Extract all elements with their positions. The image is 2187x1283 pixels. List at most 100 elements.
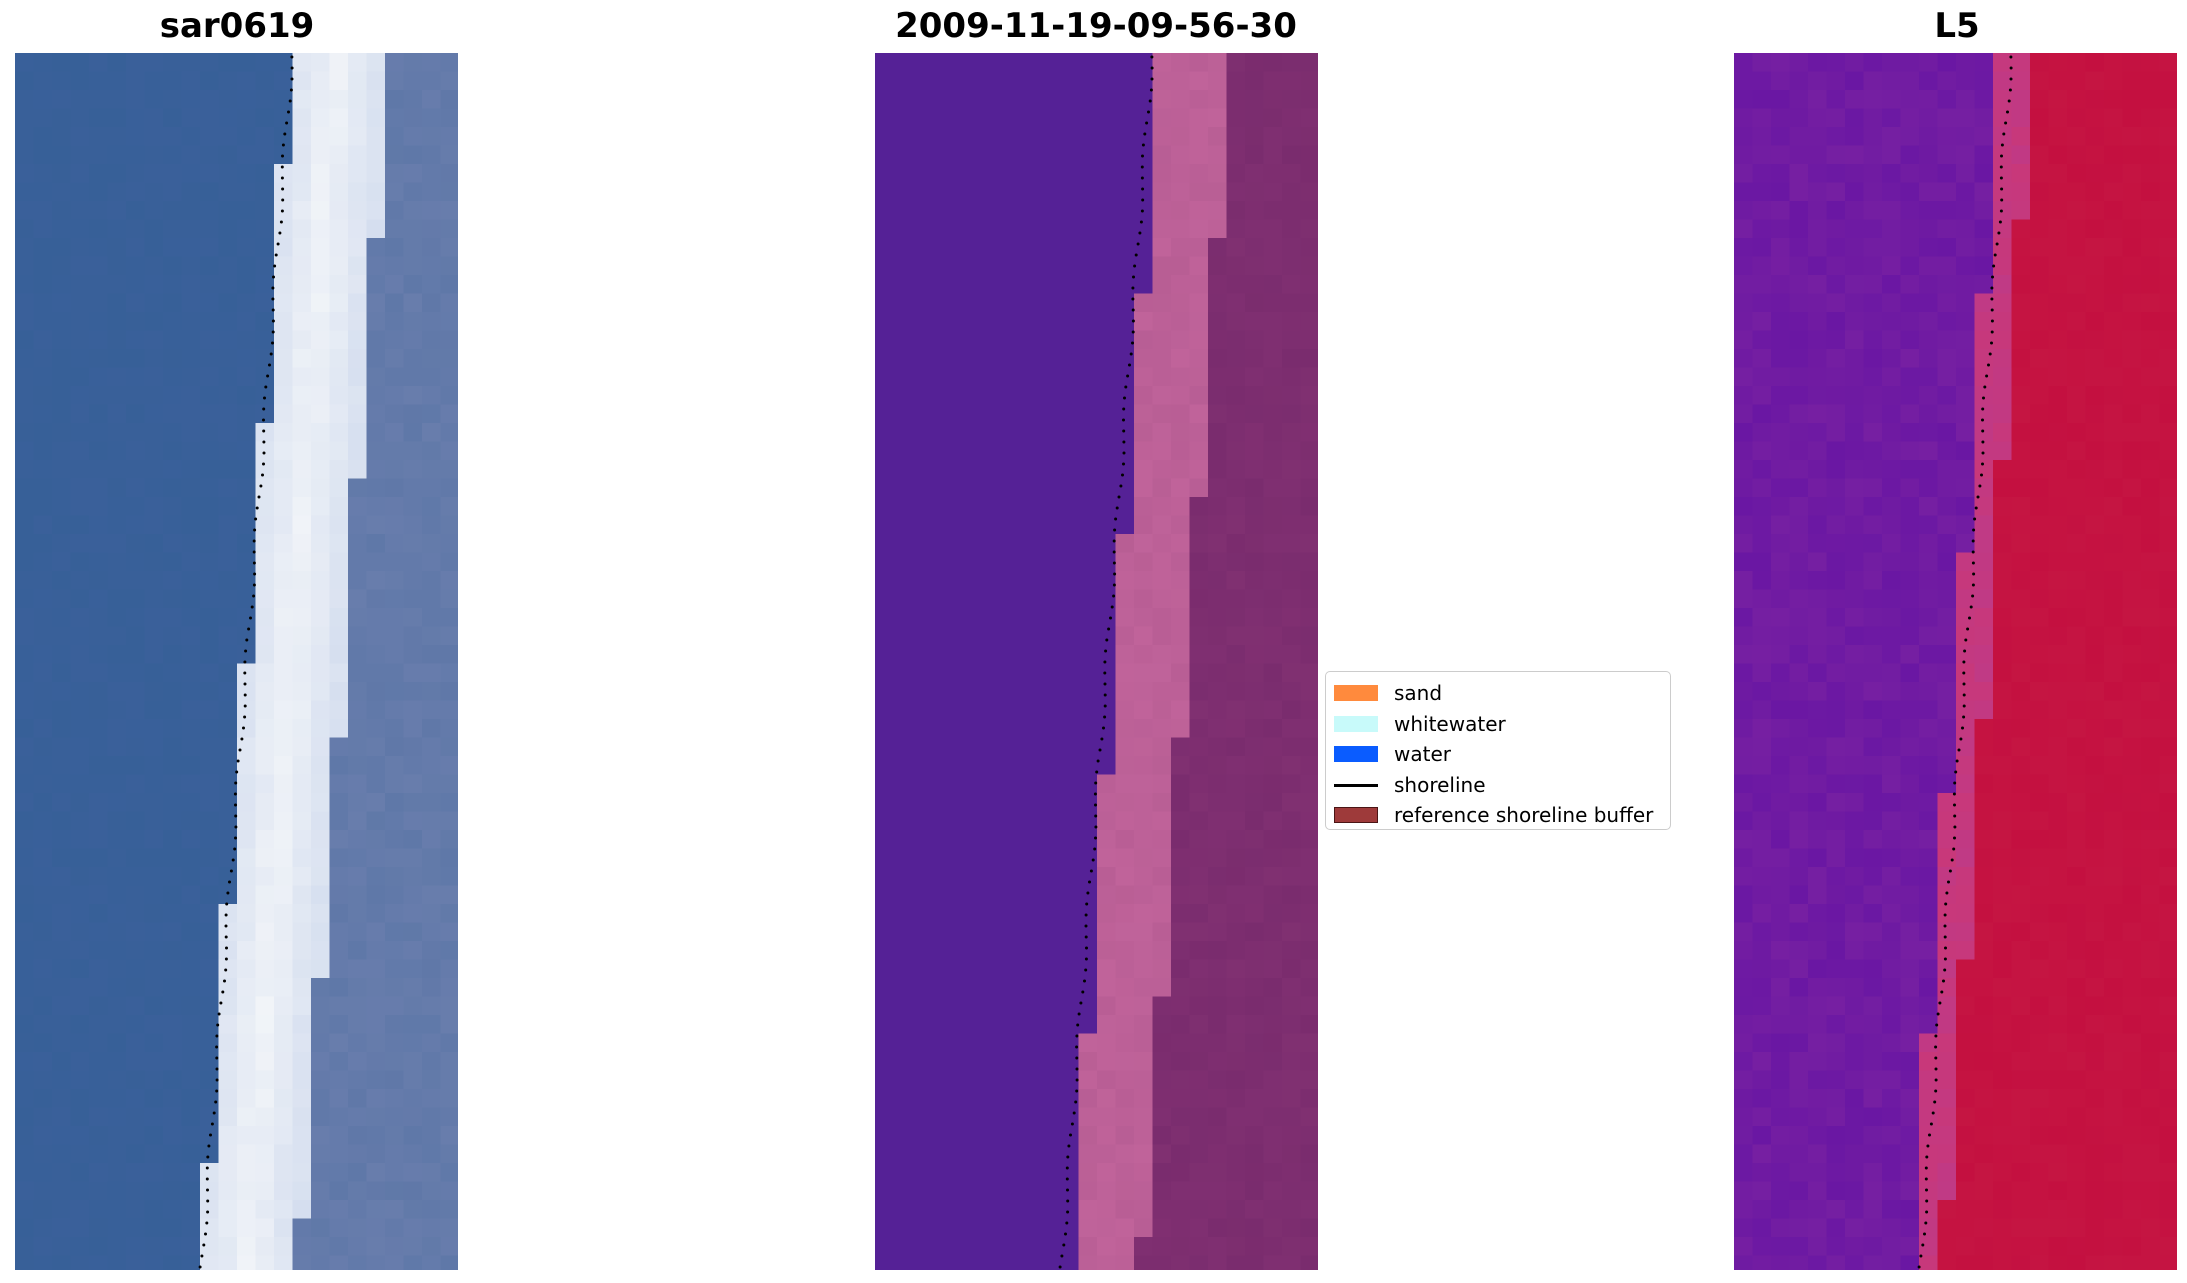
- raster-pixel: [1300, 515, 1318, 535]
- raster-pixel: [1974, 182, 1994, 202]
- raster-pixel: [422, 1200, 442, 1220]
- raster-pixel: [1900, 848, 1920, 868]
- raster-pixel: [1845, 663, 1865, 683]
- raster-pixel: [2011, 959, 2031, 979]
- raster-pixel: [1882, 756, 1902, 776]
- raster-pixel: [70, 608, 90, 628]
- raster-pixel: [403, 53, 423, 73]
- raster-pixel: [2030, 71, 2050, 91]
- raster-pixel: [1752, 71, 1772, 91]
- raster-pixel: [89, 793, 109, 813]
- raster-pixel: [1956, 589, 1976, 609]
- raster-pixel: [181, 904, 201, 924]
- raster-pixel: [329, 774, 349, 794]
- raster-pixel: [1023, 774, 1043, 794]
- shoreline-point: [206, 1210, 210, 1214]
- raster-pixel: [1134, 423, 1154, 443]
- raster-pixel: [967, 959, 987, 979]
- raster-pixel: [440, 145, 458, 165]
- shoreline-point: [2006, 110, 2009, 114]
- raster-pixel: [912, 238, 932, 258]
- raster-pixel: [2085, 1015, 2105, 1035]
- raster-pixel: [385, 756, 405, 776]
- raster-pixel: [1937, 774, 1957, 794]
- raster-pixel: [422, 552, 442, 572]
- raster-pixel: [1900, 700, 1920, 720]
- raster-pixel: [163, 1144, 183, 1164]
- raster-pixel: [1226, 515, 1246, 535]
- raster-pixel: [200, 1070, 220, 1090]
- raster-pixel: [200, 90, 220, 110]
- raster-pixel: [1004, 275, 1024, 295]
- raster-pixel: [1808, 1052, 1828, 1072]
- raster-pixel: [1004, 1163, 1024, 1183]
- raster-pixel: [126, 275, 146, 295]
- raster-pixel: [200, 885, 220, 905]
- raster-pixel: [1004, 1181, 1024, 1201]
- raster-pixel: [181, 1237, 201, 1257]
- raster-pixel: [1245, 145, 1265, 165]
- raster-pixel: [366, 867, 386, 887]
- raster-pixel: [107, 201, 127, 221]
- raster-pixel: [893, 293, 913, 313]
- raster-pixel: [893, 127, 913, 147]
- raster-pixel: [329, 1200, 349, 1220]
- raster-pixel: [52, 1218, 72, 1238]
- raster-pixel: [1226, 922, 1246, 942]
- raster-pixel: [1004, 460, 1024, 480]
- raster-pixel: [255, 1089, 275, 1109]
- raster-pixel: [1097, 1070, 1117, 1090]
- raster-pixel: [1789, 182, 1809, 202]
- raster-pixel: [126, 571, 146, 591]
- raster-pixel: [1152, 959, 1172, 979]
- raster-pixel: [237, 1126, 257, 1146]
- shoreline-point: [1091, 858, 1095, 862]
- raster-pixel: [1134, 219, 1154, 239]
- raster-pixel: [1041, 275, 1061, 295]
- raster-pixel: [1863, 793, 1883, 813]
- raster-pixel: [311, 71, 331, 91]
- shoreline-point: [224, 957, 228, 961]
- raster-pixel: [2030, 1033, 2050, 1053]
- raster-pixel: [1900, 515, 1920, 535]
- raster-pixel: [107, 1052, 127, 1072]
- raster-pixel: [1937, 756, 1957, 776]
- raster-pixel: [181, 1070, 201, 1090]
- raster-pixel: [1900, 589, 1920, 609]
- raster-pixel: [1023, 423, 1043, 443]
- raster-pixel: [1993, 719, 2013, 739]
- raster-pixel: [1771, 922, 1791, 942]
- raster-pixel: [1189, 904, 1209, 924]
- raster-pixel: [1863, 774, 1883, 794]
- raster-pixel: [274, 885, 294, 905]
- raster-pixel: [33, 552, 53, 572]
- raster-pixel: [875, 1052, 895, 1072]
- raster-pixel: [218, 552, 238, 572]
- raster-pixel: [311, 663, 331, 683]
- raster-pixel: [1900, 164, 1920, 184]
- raster-pixel: [1863, 497, 1883, 517]
- raster-pixel: [1937, 219, 1957, 239]
- raster-pixel: [70, 774, 90, 794]
- raster-pixel: [2159, 330, 2177, 350]
- raster-pixel: [2104, 534, 2124, 554]
- raster-pixel: [1882, 793, 1902, 813]
- raster-pixel: [1956, 1237, 1976, 1257]
- raster-pixel: [1263, 90, 1283, 110]
- raster-pixel: [2048, 219, 2068, 239]
- raster-pixel: [70, 1089, 90, 1109]
- raster-pixel: [2159, 275, 2177, 295]
- raster-pixel: [200, 256, 220, 276]
- raster-pixel: [1134, 330, 1154, 350]
- raster-pixel: [70, 904, 90, 924]
- raster-pixel: [2048, 996, 2068, 1016]
- raster-pixel: [15, 349, 35, 369]
- raster-pixel: [1097, 497, 1117, 517]
- raster-pixel: [89, 589, 109, 609]
- raster-pixel: [1734, 830, 1754, 850]
- raster-pixel: [1882, 367, 1902, 387]
- raster-pixel: [912, 201, 932, 221]
- raster-pixel: [1171, 682, 1191, 702]
- raster-pixel: [1752, 53, 1772, 73]
- raster-pixel: [1974, 71, 1994, 91]
